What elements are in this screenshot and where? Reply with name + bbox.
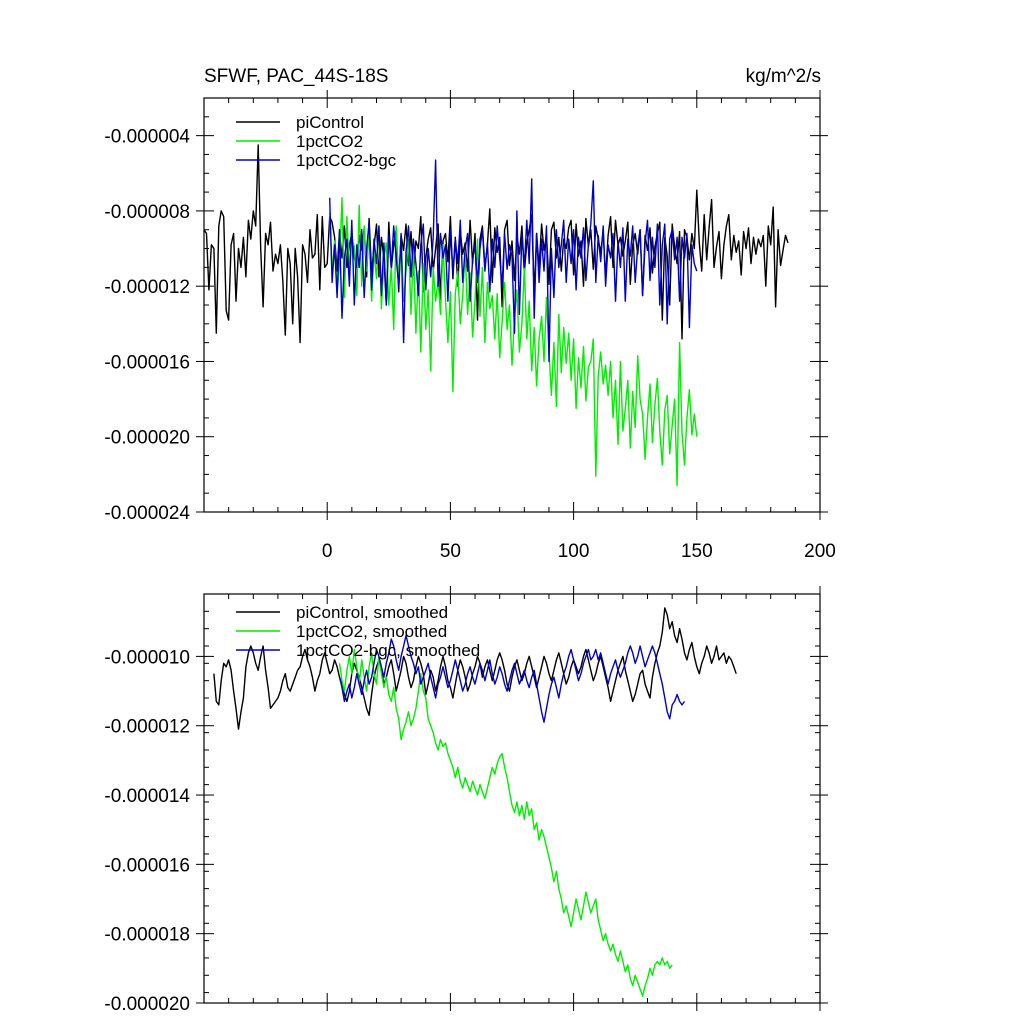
axes-group: -0.000010 -0.000012 -0.000014 -0.000016 -0.0… xyxy=(104,586,828,1015)
x-tick-label: 200 xyxy=(804,541,836,562)
legend-label: piControl, smoothed xyxy=(296,603,448,622)
y-tick-label: -0.000004 xyxy=(104,127,190,148)
y-tick-label: -0.000024 xyxy=(104,503,190,524)
x-tick-label: 100 xyxy=(558,541,590,562)
legend-label: 1pctCO2 xyxy=(296,132,363,151)
y-tick-label: -0.000012 xyxy=(104,277,190,298)
series-line-1pctCO2 xyxy=(338,648,673,997)
y-tick-label: -0.000014 xyxy=(104,786,190,807)
axes-group: 0 50 100 150 200 -0.000004 -0.000008 -0.000012 -… xyxy=(104,90,836,562)
panel-top: SFWF, PAC_44S-18S kg/m^2/s 0 50 100 150 200 -… xyxy=(104,66,835,562)
legend-label: 1pctCO2-bgc xyxy=(296,151,397,170)
x-tick-label: 50 xyxy=(440,541,461,562)
units-label: kg/m^2/s xyxy=(746,66,821,87)
series-line-1pctCO2-bgc xyxy=(329,159,698,363)
x-tick-label: 150 xyxy=(681,541,713,562)
legend-label: 1pctCO2, smoothed xyxy=(296,622,447,641)
chart-title: SFWF, PAC_44S-18S xyxy=(204,66,388,87)
series-group xyxy=(203,144,789,487)
panel-bottom: -0.000010 -0.000012 -0.000014 -0.000016 -0.0… xyxy=(104,586,828,1015)
series-group xyxy=(213,607,737,997)
legend-label: piControl xyxy=(296,113,364,132)
y-tick-label: -0.000016 xyxy=(104,855,190,876)
plot-frame xyxy=(203,593,821,1004)
y-tick-label: -0.000008 xyxy=(104,202,190,223)
series-line-piControl xyxy=(213,607,737,730)
y-tick-label: -0.000012 xyxy=(104,717,190,738)
legend-label: 1pctCO2-bgc, smoothed xyxy=(296,641,480,660)
y-tick-label: -0.000016 xyxy=(104,352,190,373)
y-tick-label: -0.000010 xyxy=(104,647,190,668)
y-tick-label: -0.000018 xyxy=(104,925,190,946)
x-tick-label: 0 xyxy=(322,541,333,562)
y-tick-label: -0.000020 xyxy=(104,428,190,449)
series-line-1pctCO2 xyxy=(329,196,698,487)
y-tick-label: -0.000020 xyxy=(104,994,190,1015)
series-line-1pctCO2-bgc xyxy=(338,634,686,723)
